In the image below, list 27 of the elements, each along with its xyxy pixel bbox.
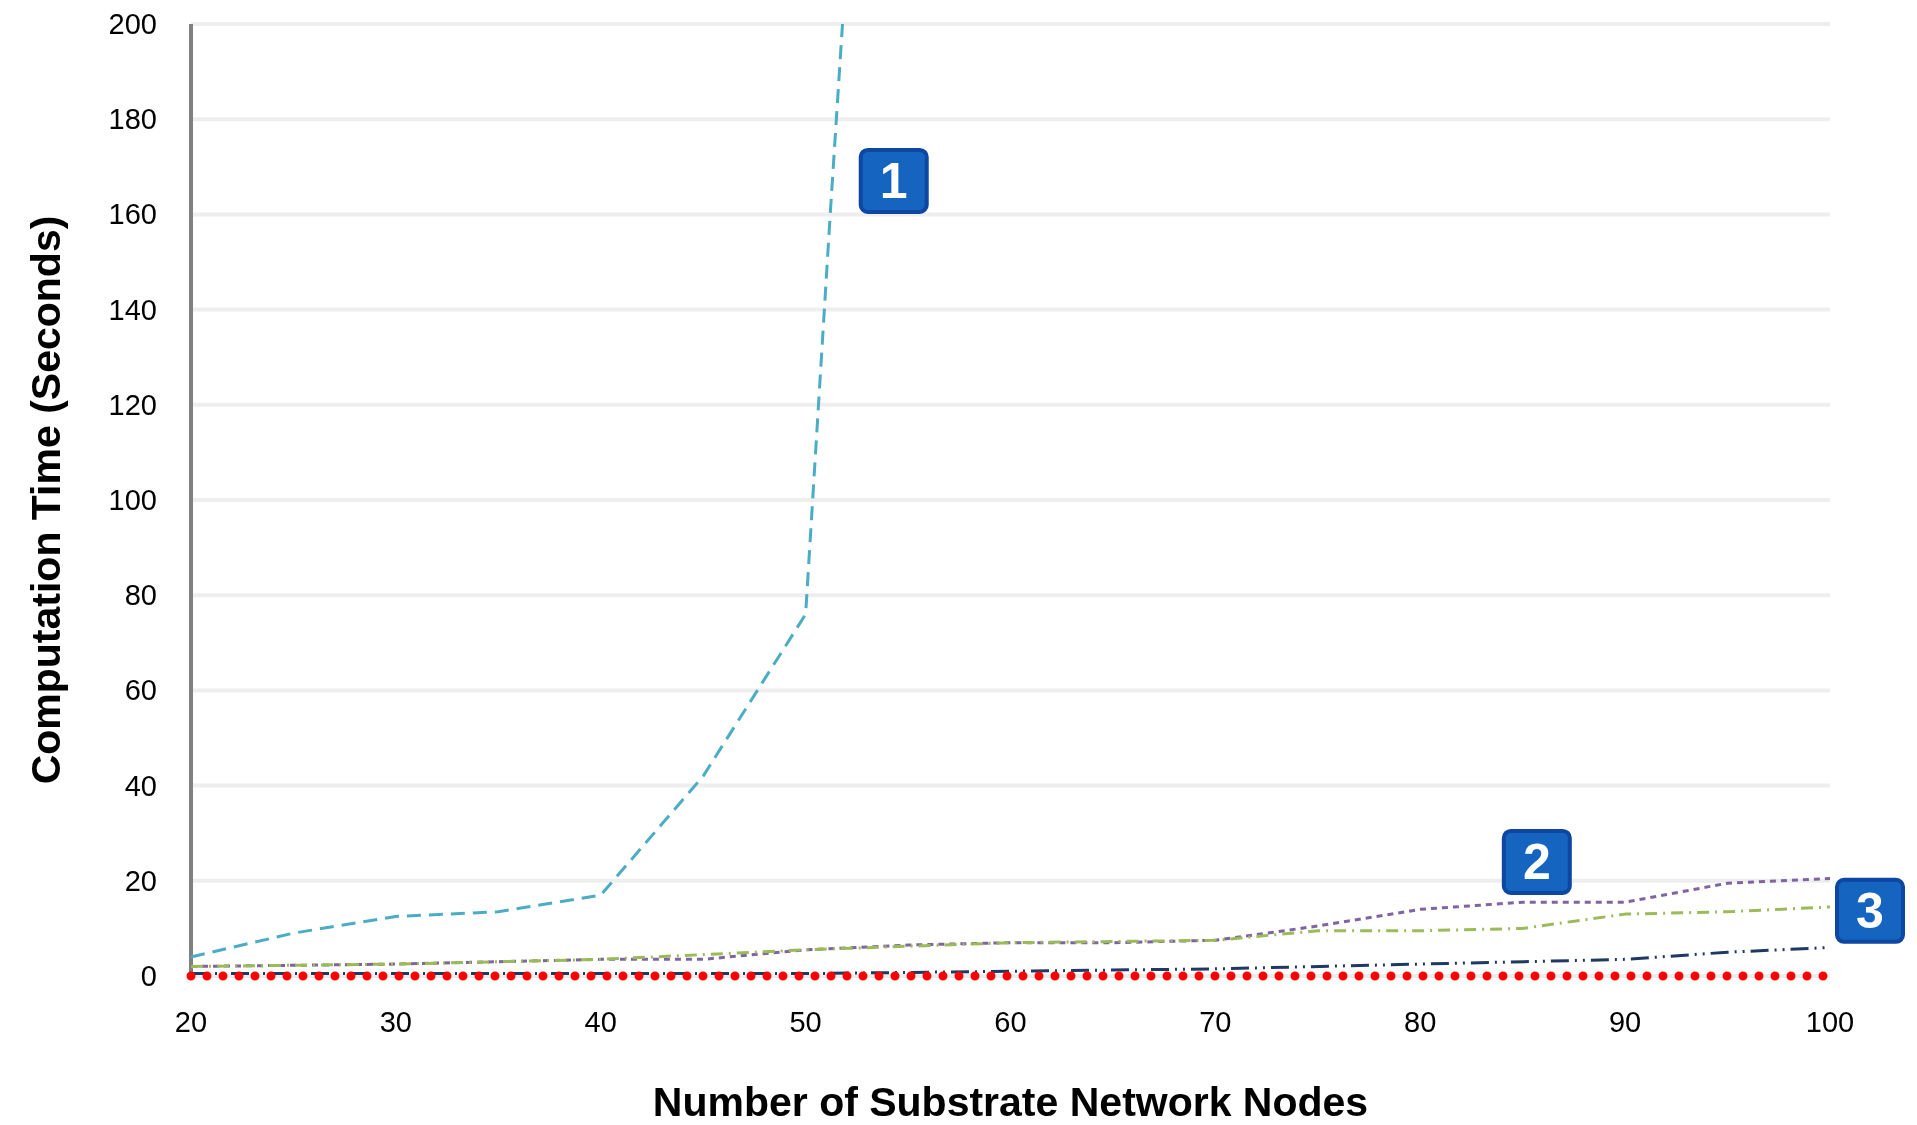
annotation: 2 bbox=[1522, 833, 1551, 890]
y-tick-label: 60 bbox=[124, 674, 157, 707]
line-series bbox=[189, 905, 1832, 968]
x-axis-title: Number of Substrate Network Nodes bbox=[652, 1079, 1369, 1125]
y-tick-label: 40 bbox=[124, 769, 157, 802]
y-tick-label: 120 bbox=[108, 388, 157, 421]
y-axis-title: Computation Time (Seconds) bbox=[23, 215, 69, 785]
y-tick-label: 100 bbox=[108, 484, 157, 516]
y-tick-label: 160 bbox=[108, 198, 157, 231]
x-tick-label: 100 bbox=[1805, 1006, 1855, 1038]
y-tick-label: 200 bbox=[108, 8, 157, 40]
x-tick-label: 80 bbox=[1404, 1006, 1437, 1038]
y-tick-label: 140 bbox=[108, 293, 157, 326]
y-tick-label: 80 bbox=[124, 579, 157, 612]
x-tick-label: 50 bbox=[789, 1006, 822, 1038]
x-tick-label: 40 bbox=[584, 1006, 617, 1038]
x-tick-label: 70 bbox=[1199, 1006, 1232, 1038]
x-tick-label: 20 bbox=[174, 1006, 208, 1038]
text: 3 bbox=[1856, 882, 1884, 939]
x-tick-label: 60 bbox=[994, 1006, 1027, 1038]
y-tick-label: 0 bbox=[140, 960, 157, 992]
x-tick-label: 30 bbox=[379, 1006, 413, 1038]
x-tick-label: 90 bbox=[1608, 1006, 1642, 1038]
y-tick-label: 20 bbox=[124, 864, 157, 897]
line-series bbox=[189, 22, 844, 959]
annotation: 1 bbox=[879, 152, 908, 209]
y-tick-label: 180 bbox=[108, 103, 157, 136]
